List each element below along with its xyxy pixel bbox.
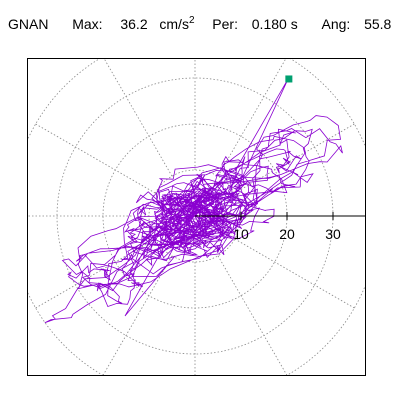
max-label: Max: (72, 16, 103, 32)
grid-spoke-11 (217, 255, 288, 375)
x-tick-label-20: 20 (279, 226, 295, 242)
motion-trace (44, 78, 343, 324)
axes: 10 20 30 (195, 212, 365, 242)
max-value: 36.2 (120, 16, 148, 32)
station-code: GNAN (8, 16, 49, 32)
peak-spike-path (124, 78, 289, 317)
grid-spoke-12 (234, 238, 355, 309)
motion-trace-path (44, 115, 343, 324)
grid-spoke-5 (103, 59, 173, 177)
peak-marker (285, 75, 293, 83)
grid-spoke-9 (102, 255, 173, 375)
plot-frame (27, 58, 366, 376)
grid-spoke-6 (35, 123, 156, 194)
period-value: 0.180 s (251, 16, 298, 32)
angle-value: 55.8 (364, 16, 392, 32)
period-label: Per: (212, 16, 238, 32)
peak-marker-group (285, 75, 293, 83)
plot-header: GNAN Max: 36.2 cm/s2 Per: 0.180 s Ang: 5… (8, 15, 392, 33)
angle-label: Ang: (321, 16, 351, 32)
x-tick-label-10: 10 (233, 226, 249, 242)
max-unit: cm/s2 (159, 15, 195, 33)
max-unit-exponent: 2 (188, 15, 195, 26)
x-tick-label-30: 30 (325, 226, 341, 242)
grid-spoke-8 (35, 238, 156, 309)
